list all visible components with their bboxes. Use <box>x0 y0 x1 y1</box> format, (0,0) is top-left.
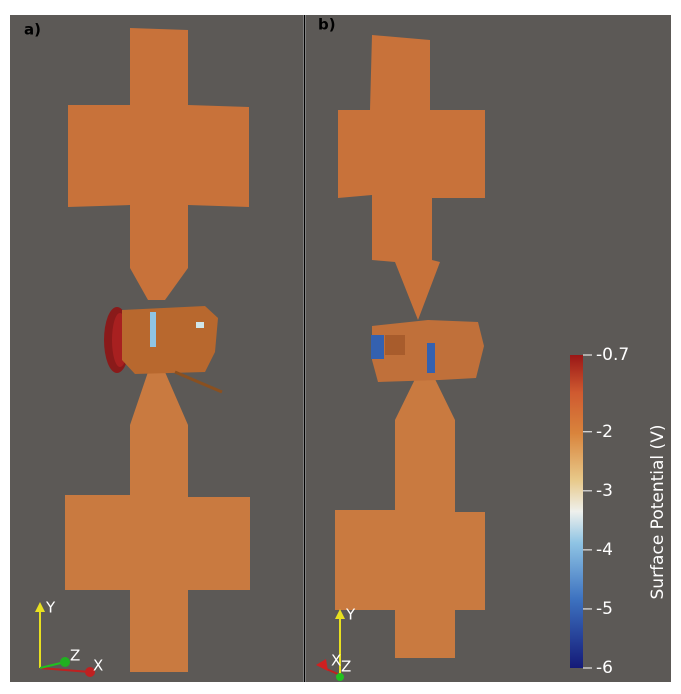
colorbar-tick-label: -3 <box>596 481 613 501</box>
colorbar <box>570 355 583 668</box>
figure: Surface Potential (V) a)YZXb)YXZ-0.7-2-3… <box>0 0 681 690</box>
axis-label: Y <box>345 606 356 624</box>
axis-label: Z <box>70 647 80 665</box>
colorbar-title: Surface Potential (V) <box>648 425 668 600</box>
axis-label: Z <box>341 658 351 676</box>
panel-label: a) <box>24 21 41 39</box>
colorbar-tick-label: -5 <box>596 599 613 619</box>
axis-label: Y <box>45 599 56 617</box>
colorbar-tick-label: -6 <box>596 658 613 678</box>
axis-label: X <box>331 652 341 670</box>
spacecraft <box>371 320 484 382</box>
axis-label: X <box>93 657 103 675</box>
colorbar-tick-label: -4 <box>596 540 613 560</box>
colorbar-tick-label: -2 <box>596 422 613 442</box>
panel-label: b) <box>318 16 336 34</box>
axis-arrow <box>60 657 70 667</box>
colorbar-tick-label: -0.7 <box>596 345 629 365</box>
